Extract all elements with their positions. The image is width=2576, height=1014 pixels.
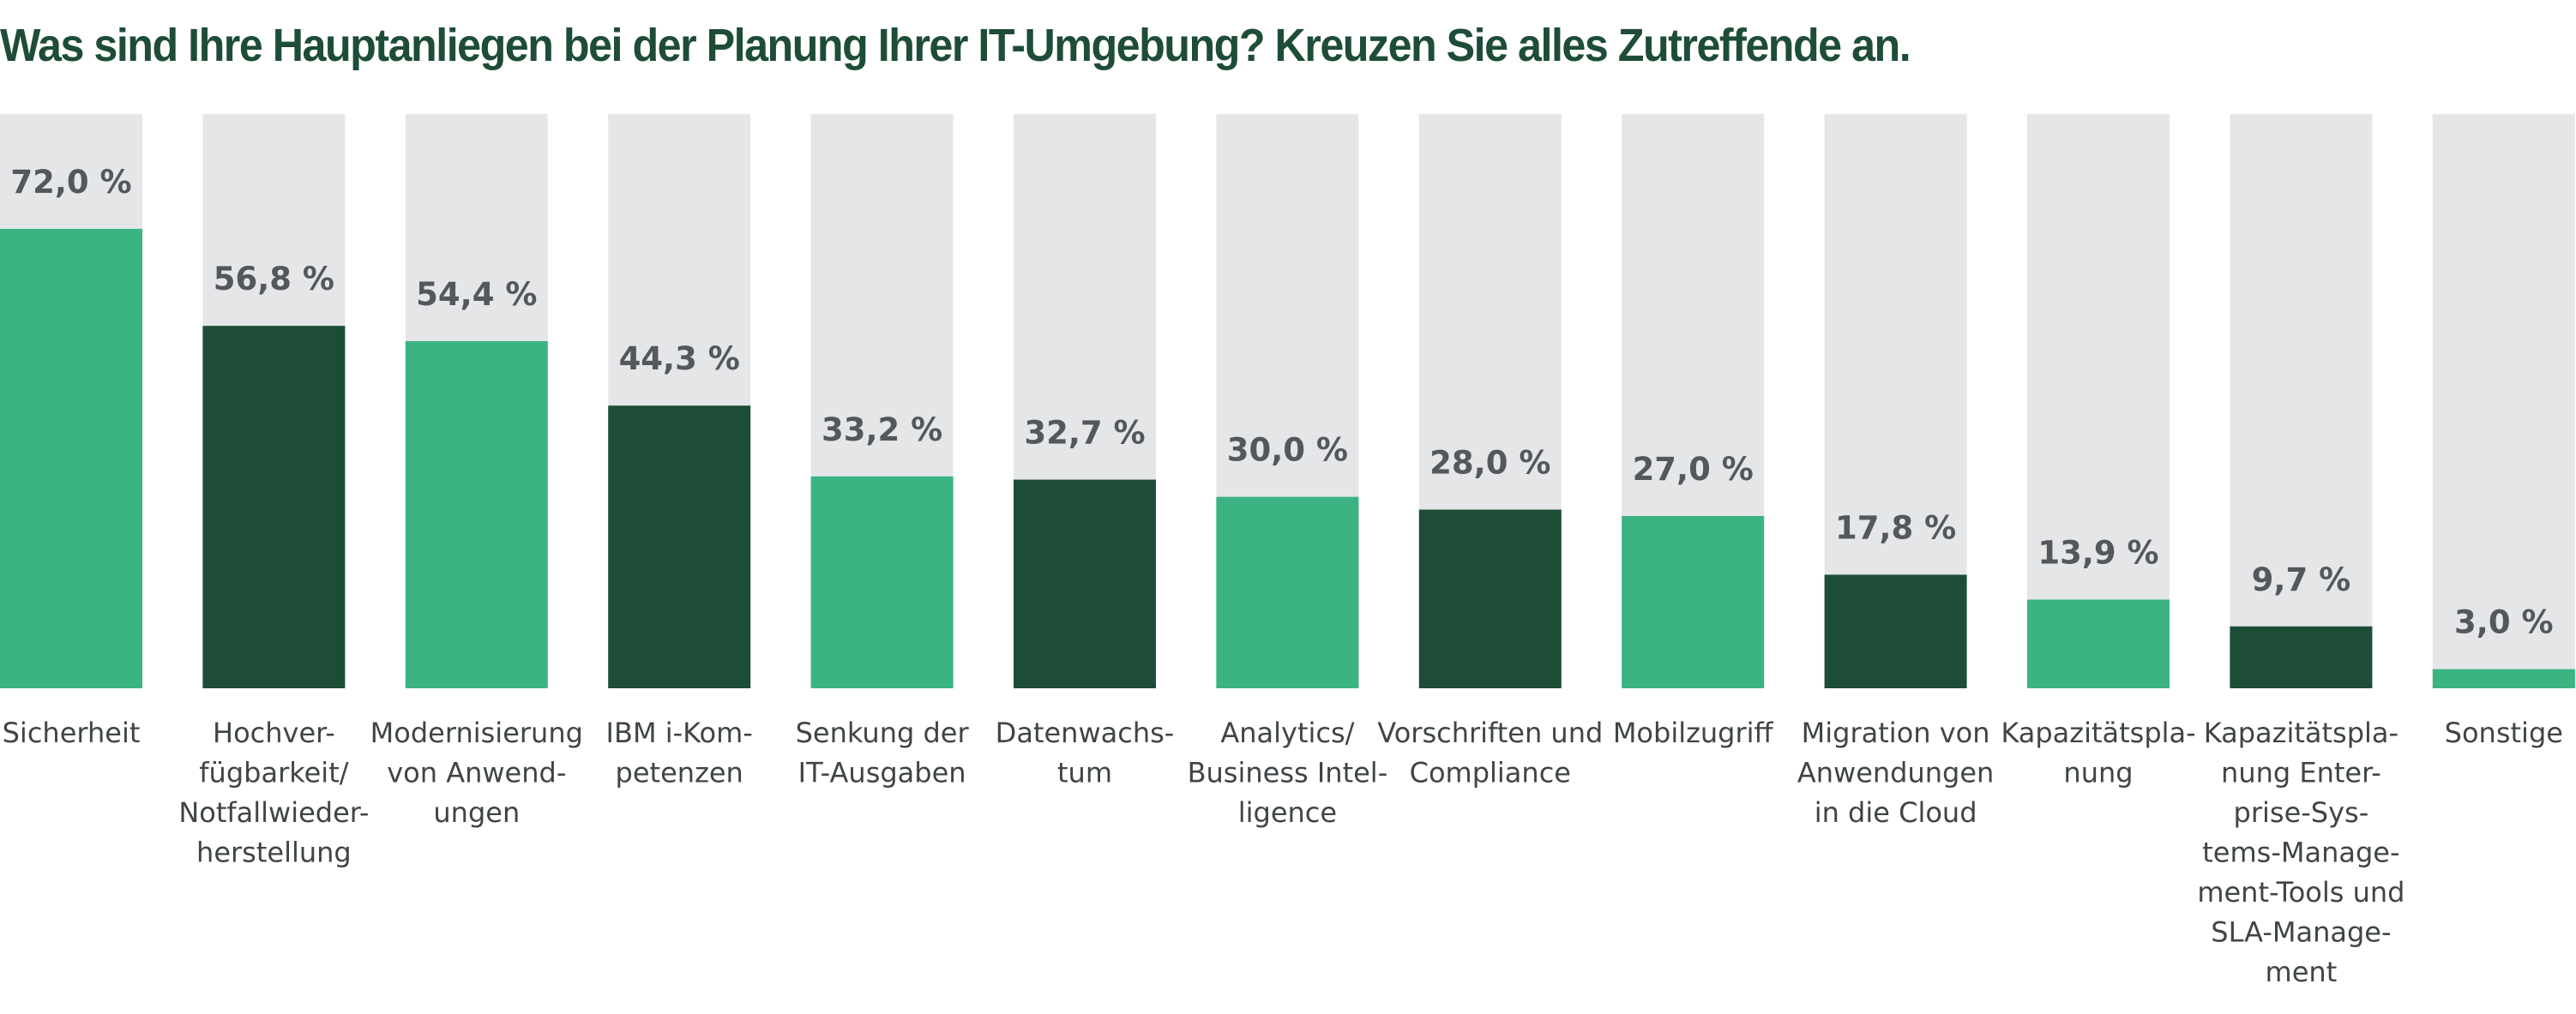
category-label-line: Analytics/ bbox=[1220, 717, 1354, 749]
category-label: Kapazitätspla-nung bbox=[2001, 717, 2195, 789]
category-label-line: Sicherheit bbox=[3, 717, 141, 749]
bar bbox=[1622, 516, 1765, 688]
category-label-line: IT-Ausgaben bbox=[798, 757, 966, 789]
category-label: Modernisierung von Anwend-ungen bbox=[370, 717, 583, 829]
bar bbox=[1418, 509, 1562, 688]
bar bbox=[1824, 574, 1967, 688]
data-label: 54,4 % bbox=[416, 276, 537, 313]
category-label: Sicherheit bbox=[3, 717, 141, 749]
data-label: 13,9 % bbox=[2037, 535, 2158, 572]
category-label-line: Sonstige bbox=[2445, 717, 2563, 749]
category-label-line: Business Intel- bbox=[1188, 757, 1388, 789]
category-label-line: prise-Sys- bbox=[2234, 796, 2369, 829]
category-label: Datenwachs-tum bbox=[996, 717, 1175, 789]
category-label-line: Anwendungen bbox=[1797, 757, 1994, 789]
bar-background bbox=[2432, 114, 2575, 688]
category-label-line: Datenwachs- bbox=[996, 717, 1175, 749]
bar bbox=[405, 341, 548, 688]
data-label: 33,2 % bbox=[822, 411, 942, 448]
category-label-line: IBM i-Kom- bbox=[606, 717, 753, 749]
data-label: 3,0 % bbox=[2454, 604, 2554, 641]
data-label: 30,0 % bbox=[1227, 432, 1348, 469]
category-label-line: nung Enter- bbox=[2221, 757, 2381, 789]
bar-background bbox=[2230, 114, 2373, 688]
category-label: Sonstige bbox=[2445, 717, 2563, 749]
chart-title: Was sind Ihre Hauptanliegen bei der Plan… bbox=[0, 20, 1911, 71]
bar bbox=[2027, 599, 2170, 688]
category-label-line: SLA-Manage- bbox=[2211, 916, 2391, 949]
category-label: Mobilzugriff bbox=[1613, 717, 1774, 749]
category-label: Hochver-fügbarkeit/Notfallwieder-herstel… bbox=[178, 717, 369, 869]
data-label: 27,0 % bbox=[1633, 451, 1754, 488]
category-label-line: Kapazitätspla- bbox=[2001, 717, 2195, 749]
data-label: 44,3 % bbox=[619, 340, 740, 377]
category-label: Senkung der IT-Ausgaben bbox=[796, 717, 970, 789]
category-label-line: ment bbox=[2266, 956, 2338, 988]
bar bbox=[1014, 479, 1156, 688]
data-label: 56,8 % bbox=[214, 261, 334, 297]
data-label: 17,8 % bbox=[1835, 509, 1956, 546]
category-label-line: Mobilzugriff bbox=[1613, 717, 1774, 749]
bar bbox=[1216, 496, 1359, 688]
bar-background bbox=[2027, 114, 2170, 688]
category-label-line: petenzen bbox=[616, 757, 743, 789]
data-label: 9,7 % bbox=[2252, 561, 2351, 598]
category-label-line: fügbarkeit/ bbox=[199, 757, 348, 789]
category-label-line: ligence bbox=[1238, 796, 1337, 829]
category-label-line: Senkung der bbox=[796, 717, 970, 749]
category-label-line: Hochver- bbox=[213, 717, 335, 749]
category-label-line: ungen bbox=[433, 796, 520, 829]
bar bbox=[202, 326, 346, 688]
category-label-line: Vorschriften und bbox=[1377, 717, 1603, 749]
category-label-line: von Anwend- bbox=[387, 757, 566, 789]
data-label: 32,7 % bbox=[1024, 415, 1145, 452]
bar bbox=[0, 229, 142, 688]
category-label: IBM i-Kom-petenzen bbox=[606, 717, 753, 789]
bar bbox=[608, 405, 751, 688]
bar bbox=[2230, 626, 2373, 688]
category-label-line: in die Cloud bbox=[1815, 796, 1977, 829]
category-label-line: Migration von bbox=[1802, 717, 1990, 749]
category-label: Analytics/Business Intel-ligence bbox=[1188, 717, 1388, 829]
bar bbox=[2432, 669, 2575, 688]
category-label-line: herstellung bbox=[196, 837, 352, 869]
category-label-line: tum bbox=[1057, 757, 1112, 789]
category-label-line: ment-Tools und bbox=[2197, 876, 2404, 909]
category-label-line: Kapazitätspla- bbox=[2204, 717, 2398, 749]
category-label-line: tems-Manage- bbox=[2202, 837, 2399, 869]
category-label: Migration von Anwendungen in die Cloud bbox=[1797, 717, 1994, 829]
data-label: 28,0 % bbox=[1429, 445, 1550, 482]
bar bbox=[810, 476, 954, 688]
category-label-line: Compliance bbox=[1410, 757, 1571, 789]
category-label-line: nung bbox=[2063, 757, 2133, 789]
data-label: 72,0 % bbox=[10, 164, 131, 201]
category-label: Kapazitätspla-nung Enter-prise-Sys-tems-… bbox=[2197, 717, 2404, 988]
category-label-line: Modernisierung bbox=[370, 717, 583, 749]
category-label: Vorschriften und Compliance bbox=[1377, 717, 1603, 789]
category-label-line: Notfallwieder- bbox=[178, 796, 369, 829]
